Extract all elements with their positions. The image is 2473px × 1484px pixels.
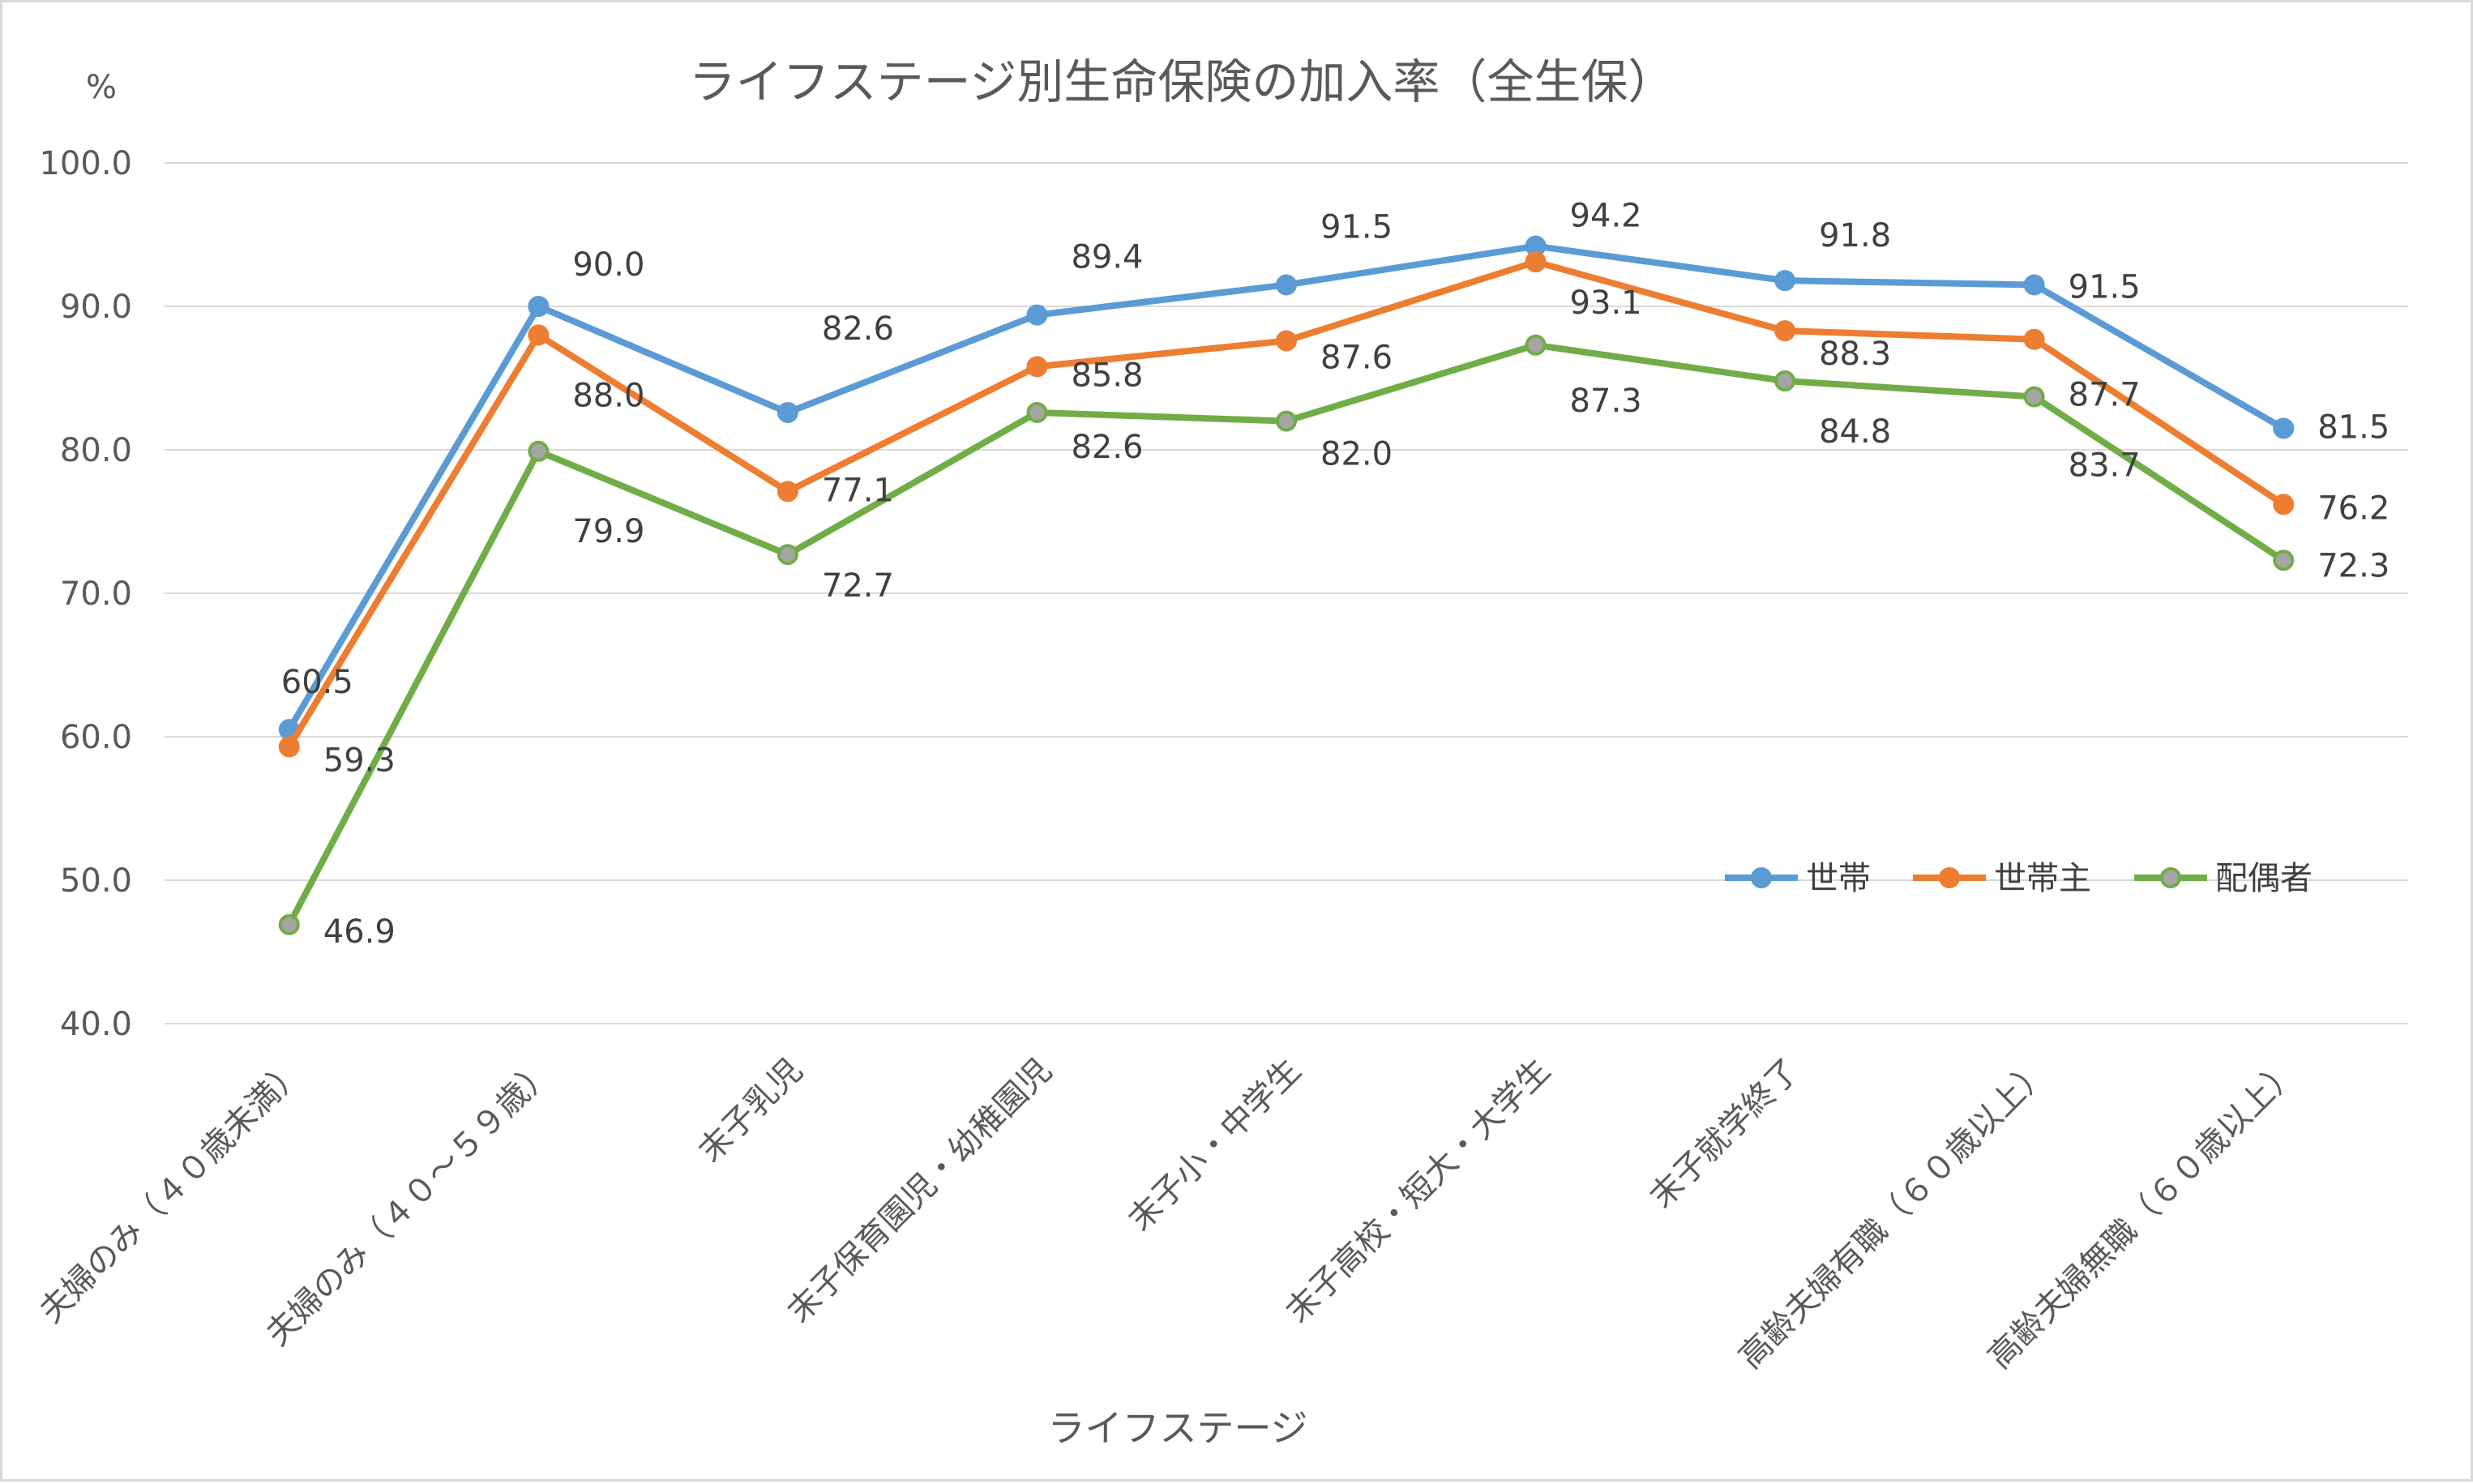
data-point [1774, 320, 1796, 342]
data-label: 72.7 [822, 567, 894, 605]
data-label: 90.0 [572, 246, 644, 284]
legend-label: 配偶者 [2215, 860, 2313, 897]
y-tick-label: 90.0 [60, 289, 132, 326]
data-label: 87.7 [2069, 377, 2141, 414]
legend-marker [2160, 867, 2181, 888]
data-point [1276, 410, 1297, 432]
data-point [777, 544, 798, 566]
legend-item: 世帯 [1725, 860, 1871, 897]
data-point [2273, 494, 2295, 515]
y-tick-label: 50.0 [60, 862, 132, 900]
data-point [1276, 274, 1297, 296]
data-point [528, 324, 550, 346]
data-point [1026, 356, 1048, 378]
data-point [777, 401, 798, 423]
data-label: 59.3 [323, 742, 396, 779]
data-point [1525, 251, 1547, 273]
data-point [2273, 417, 2295, 439]
data-point [2273, 550, 2295, 571]
x-category-label: 末子保育園児・幼稚園児 [781, 1052, 1059, 1331]
legend-item: 世帯主 [1913, 860, 2091, 897]
series-0 [278, 235, 2295, 741]
data-point [528, 440, 550, 462]
data-labels: 60.5 90.0 82.6 89.4 91.5 94.2 91.8 91.5 81.5 59.3… [281, 198, 2390, 951]
data-point [278, 736, 300, 758]
data-label: 72.3 [2317, 547, 2390, 584]
data-label: 88.0 [572, 377, 644, 414]
data-label: 82.0 [1320, 436, 1393, 473]
data-label: 85.8 [1071, 357, 1143, 394]
y-tick-label: 80.0 [60, 432, 132, 469]
data-label: 82.6 [822, 310, 894, 348]
data-label: 81.5 [2317, 408, 2390, 446]
data-label: 91.5 [1320, 208, 1393, 246]
data-label: 93.1 [1570, 284, 1642, 322]
data-label: 77.1 [822, 472, 894, 509]
data-label: 84.8 [1819, 413, 1891, 451]
series-line [285, 341, 2287, 928]
data-label: 89.4 [1071, 239, 1143, 276]
data-point [2023, 274, 2045, 296]
data-point [1774, 270, 1796, 292]
legend: 世帯 世帯主 配偶者 [1725, 860, 2313, 897]
series-line [285, 242, 2287, 733]
x-category-label: 末子高校・短大・大学生 [1279, 1052, 1558, 1331]
y-axis-ticks: 40.0 50.0 60.0 70.0 80.0 90.0 100.0 [39, 145, 132, 1043]
data-label: 91.5 [2069, 268, 2141, 306]
data-label: 79.9 [572, 513, 644, 550]
data-point [1276, 330, 1297, 352]
data-point [278, 913, 300, 935]
legend-marker [1939, 867, 1960, 888]
data-point [777, 481, 798, 503]
chart-title: ライフステージ別生命保険の加入率（全生保） [689, 54, 1675, 109]
data-point [1774, 370, 1796, 392]
data-label: 76.2 [2317, 490, 2390, 527]
y-tick-label: 40.0 [60, 1006, 132, 1043]
data-label: 82.6 [1071, 429, 1143, 466]
legend-item: 配偶者 [2134, 860, 2313, 897]
legend-label: 世帯 [1806, 860, 1871, 897]
x-category-label: 夫婦のみ（４０～５９歳） [259, 1052, 560, 1354]
x-category-label: 末子小・中学生 [1122, 1052, 1309, 1239]
data-label: 87.6 [1320, 339, 1393, 376]
x-axis-title: ライフステージ [1047, 1406, 1307, 1450]
series-2 [278, 334, 2295, 935]
data-point [2023, 386, 2045, 408]
data-label: 46.9 [323, 913, 396, 951]
series-1 [278, 251, 2295, 758]
data-label: 83.7 [2069, 447, 2141, 485]
data-label: 87.3 [1570, 383, 1642, 420]
x-category-label: 夫婦のみ（４０歳未満） [32, 1052, 311, 1331]
data-label: 60.5 [281, 664, 353, 701]
y-tick-label: 60.0 [60, 719, 132, 756]
x-category-label: 末子乳児 [691, 1052, 810, 1170]
legend-label: 世帯主 [1994, 860, 2091, 897]
data-label: 91.8 [1819, 217, 1891, 254]
data-point [1026, 304, 1048, 326]
y-tick-label: 70.0 [60, 575, 132, 613]
data-label: 94.2 [1570, 198, 1642, 235]
data-point [2023, 328, 2045, 350]
y-tick-label: 100.0 [39, 145, 132, 182]
series-group [278, 235, 2295, 935]
data-label: 88.3 [1819, 336, 1891, 373]
y-axis-unit: % [86, 69, 117, 106]
data-point [528, 296, 550, 317]
data-point [1525, 334, 1547, 356]
x-category-label: 末子就学終了 [1643, 1052, 1807, 1216]
data-point [1026, 401, 1048, 423]
legend-marker [1751, 867, 1772, 888]
